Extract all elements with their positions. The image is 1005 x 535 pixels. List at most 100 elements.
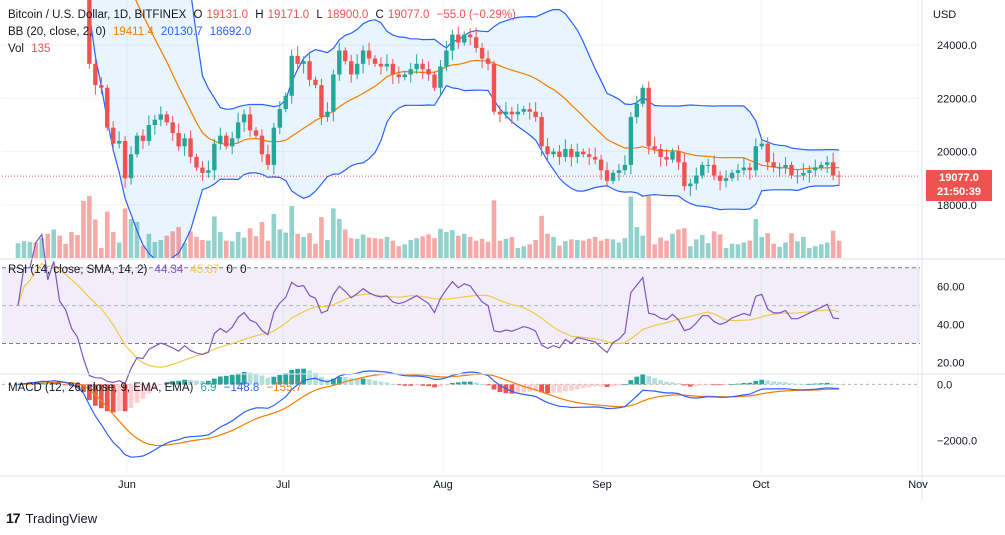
- candle: [527, 102, 532, 120]
- macd-histogram-bar: [759, 379, 765, 385]
- macd-histogram-bar: [158, 384, 164, 386]
- macd-histogram-bar: [509, 384, 515, 394]
- volume-bar: [676, 229, 681, 258]
- candle-body: [111, 127, 116, 144]
- candle-body: [830, 162, 836, 176]
- macd-histogram-bar: [426, 384, 431, 387]
- macd-histogram-bar: [604, 384, 610, 387]
- volume-bar: [467, 236, 473, 258]
- macd-histogram-bar: [194, 380, 199, 385]
- macd-histogram-bar: [479, 383, 485, 385]
- candle: [134, 132, 140, 158]
- candle: [682, 152, 687, 191]
- volume-bar: [533, 240, 538, 258]
- macd-histogram-bar: [98, 384, 104, 409]
- macd-histogram-bar: [777, 381, 782, 385]
- price-axis-tick: 20000.0: [937, 147, 977, 159]
- macd-histogram-bar: [551, 384, 556, 393]
- candle-body: [271, 127, 277, 165]
- volume-legend[interactable]: Vol 135: [8, 43, 51, 55]
- candle-body: [551, 151, 556, 155]
- candle-body: [807, 170, 812, 173]
- candle-body: [789, 164, 794, 176]
- volume-bar: [27, 241, 33, 258]
- candle: [509, 106, 515, 124]
- volume-bar: [646, 196, 651, 258]
- macd-histogram-bar: [521, 384, 527, 393]
- macd-histogram-bar: [789, 383, 794, 385]
- bb-legend[interactable]: BB (20, close, 2, 0) 19411.4 20130.7 186…: [8, 26, 252, 38]
- candle: [337, 42, 342, 81]
- volume-bar: [265, 240, 271, 258]
- candle: [360, 45, 366, 74]
- volume-bar: [688, 246, 693, 258]
- volume-bar: [206, 240, 211, 258]
- volume-bar: [348, 238, 354, 258]
- last-price-tag: 19077.0 21:50:39: [926, 170, 992, 201]
- volume-bar: [747, 240, 753, 258]
- time-axis-label: Oct: [752, 479, 769, 491]
- symbol-title[interactable]: Bitcoin / U.S. Dollar, 1D, BITFINEX: [8, 9, 187, 21]
- macd-histogram-bar: [390, 383, 396, 385]
- volume-bar: [497, 240, 503, 258]
- macd-histogram-bar: [354, 378, 360, 385]
- candle: [200, 161, 205, 181]
- candle-body: [438, 66, 443, 88]
- macd-histogram-bar: [229, 374, 235, 385]
- candle-body: [485, 58, 491, 64]
- volume-bar: [110, 231, 116, 258]
- candle: [545, 138, 550, 161]
- bb-lower-line: [87, 0, 840, 258]
- tradingview-logo[interactable]: 17 TradingView: [6, 510, 98, 526]
- candle: [230, 131, 235, 155]
- macd-histogram-bar: [51, 382, 57, 385]
- candle-body: [390, 63, 396, 75]
- candle: [241, 109, 247, 132]
- volume-bar: [21, 241, 27, 258]
- candle: [825, 155, 830, 173]
- macd-legend[interactable]: MACD (12, 26, close, 9, EMA, EMA) 6.9 −1…: [8, 382, 302, 394]
- volume-bar: [354, 238, 360, 258]
- candle-body: [813, 167, 818, 171]
- volume-bar: [75, 235, 80, 258]
- volume-bar: [694, 239, 699, 258]
- candle: [450, 29, 455, 61]
- macd-histogram-bar: [806, 383, 812, 385]
- rsi-legend[interactable]: RSI (14, close, SMA, 14, 2) 44.34 45.87 …: [8, 264, 247, 276]
- candle: [587, 147, 592, 165]
- candle-body: [723, 178, 729, 181]
- volume-bar: [15, 243, 21, 258]
- macd-histogram-bar: [15, 384, 21, 386]
- macd-histogram-bar: [652, 378, 658, 385]
- candle-body: [735, 170, 741, 173]
- candle: [735, 163, 741, 181]
- candle: [497, 105, 503, 123]
- macd-histogram-bar: [836, 384, 842, 385]
- volume-bar: [271, 213, 277, 258]
- volume-bar: [479, 238, 485, 258]
- volume-bar: [158, 240, 164, 258]
- candle: [396, 66, 401, 84]
- macd-histogram-bar: [116, 384, 122, 412]
- candle-body: [587, 154, 592, 157]
- macd-histogram-bar: [444, 384, 449, 386]
- macd-line-value: −148.8: [223, 382, 260, 394]
- candle-body: [658, 148, 663, 157]
- candle-body: [634, 103, 639, 118]
- candle-body: [616, 170, 622, 173]
- candle-body: [652, 146, 657, 149]
- macd-histogram-bar: [628, 380, 634, 385]
- macd-histogram-bar: [455, 382, 461, 385]
- candle: [87, 0, 92, 69]
- candle-body: [771, 162, 776, 168]
- candle: [444, 40, 449, 72]
- candle: [432, 71, 437, 91]
- volume-bar: [491, 200, 497, 258]
- macd-histogram-bar: [277, 374, 283, 385]
- macd-histogram-bar: [122, 384, 128, 412]
- volume-bar: [759, 236, 765, 258]
- macd-histogram-bar: [574, 384, 580, 390]
- volume-bar: [604, 238, 610, 258]
- volume-bar: [93, 219, 98, 258]
